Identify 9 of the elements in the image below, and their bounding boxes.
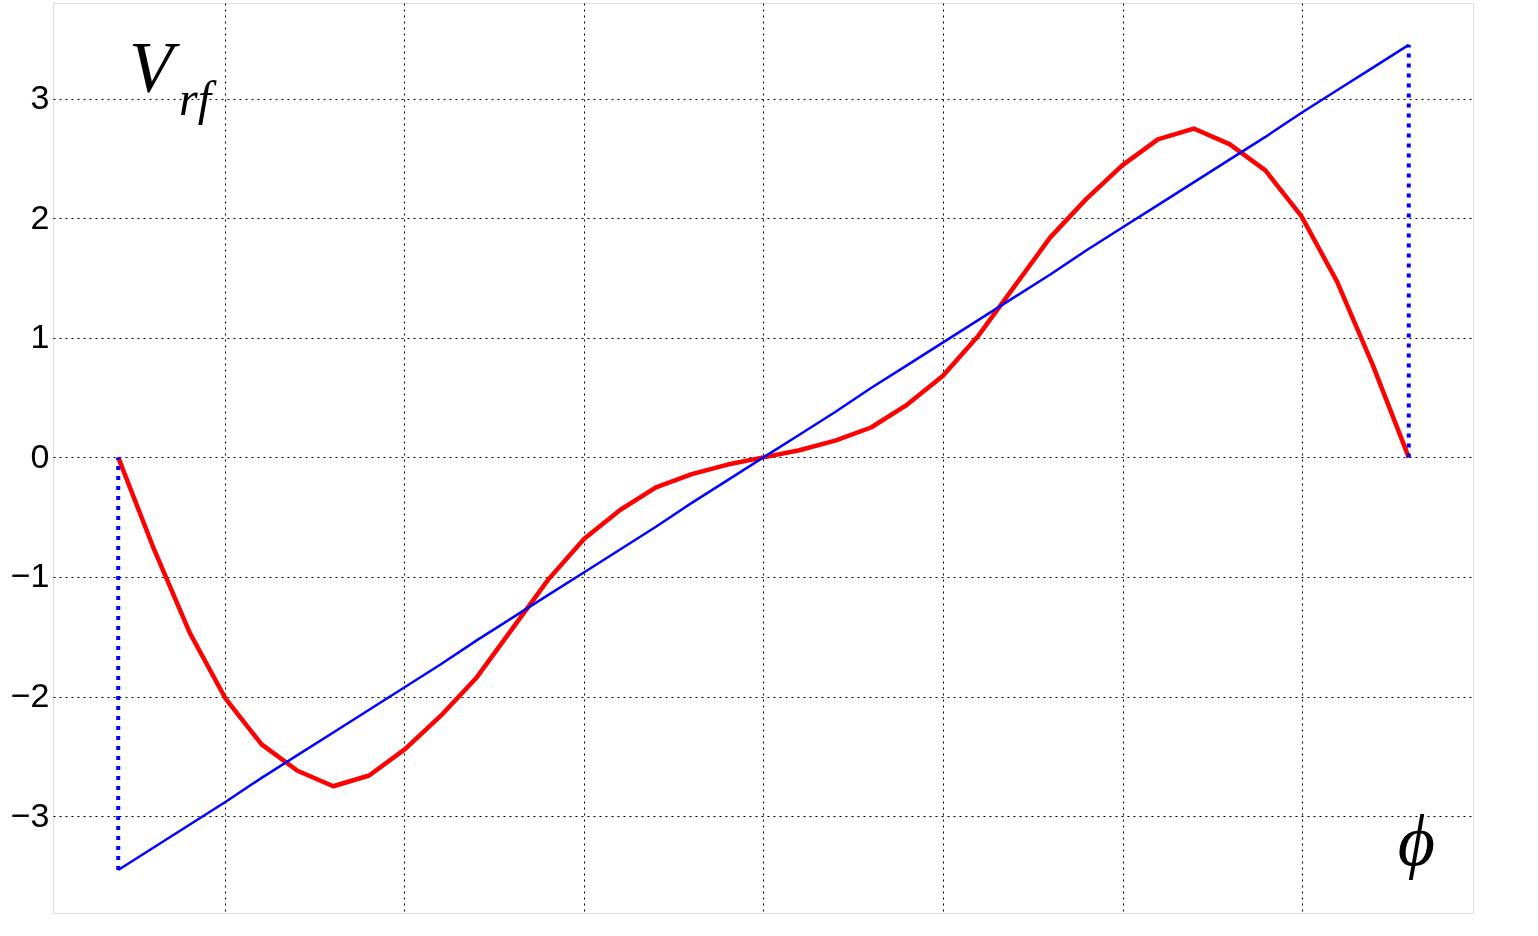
y-tick-label: 1 <box>30 317 50 356</box>
y-tick-label: −3 <box>10 795 50 834</box>
y-tick-label: 2 <box>30 197 50 236</box>
y-tick-label: −1 <box>10 556 50 595</box>
x-axis-title: ϕ <box>1397 801 1435 881</box>
line-series <box>115 126 1412 789</box>
y-tick-label: 3 <box>30 78 50 117</box>
y-tick-label: −2 <box>10 676 50 715</box>
y-tick-label: 0 <box>30 436 50 475</box>
